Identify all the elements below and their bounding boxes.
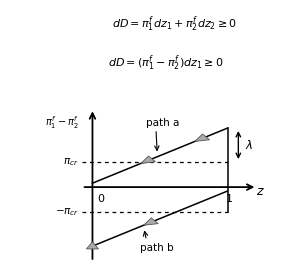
Polygon shape: [195, 134, 210, 141]
Text: $\lambda$: $\lambda$: [245, 139, 253, 152]
Text: $dD = (\pi_1^f - \pi_2^f)dz_1 \geq 0$: $dD = (\pi_1^f - \pi_2^f)dz_1 \geq 0$: [108, 54, 224, 73]
Polygon shape: [86, 242, 99, 249]
Text: $\pi_1^f - \pi_2^f$: $\pi_1^f - \pi_2^f$: [45, 114, 79, 131]
Text: $0$: $0$: [96, 192, 105, 204]
Text: $1$: $1$: [225, 192, 233, 204]
Polygon shape: [144, 218, 158, 225]
Polygon shape: [141, 156, 156, 163]
Text: path b: path b: [140, 244, 173, 253]
Text: $-\pi_{cr}$: $-\pi_{cr}$: [55, 206, 79, 218]
Text: $\pi_{cr}$: $\pi_{cr}$: [63, 156, 79, 168]
Text: $z$: $z$: [256, 185, 264, 198]
Text: path a: path a: [146, 118, 180, 128]
Text: $dD = \pi_1^f dz_1 + \pi_2^f dz_2 \geq 0$: $dD = \pi_1^f dz_1 + \pi_2^f dz_2 \geq 0…: [112, 14, 237, 34]
